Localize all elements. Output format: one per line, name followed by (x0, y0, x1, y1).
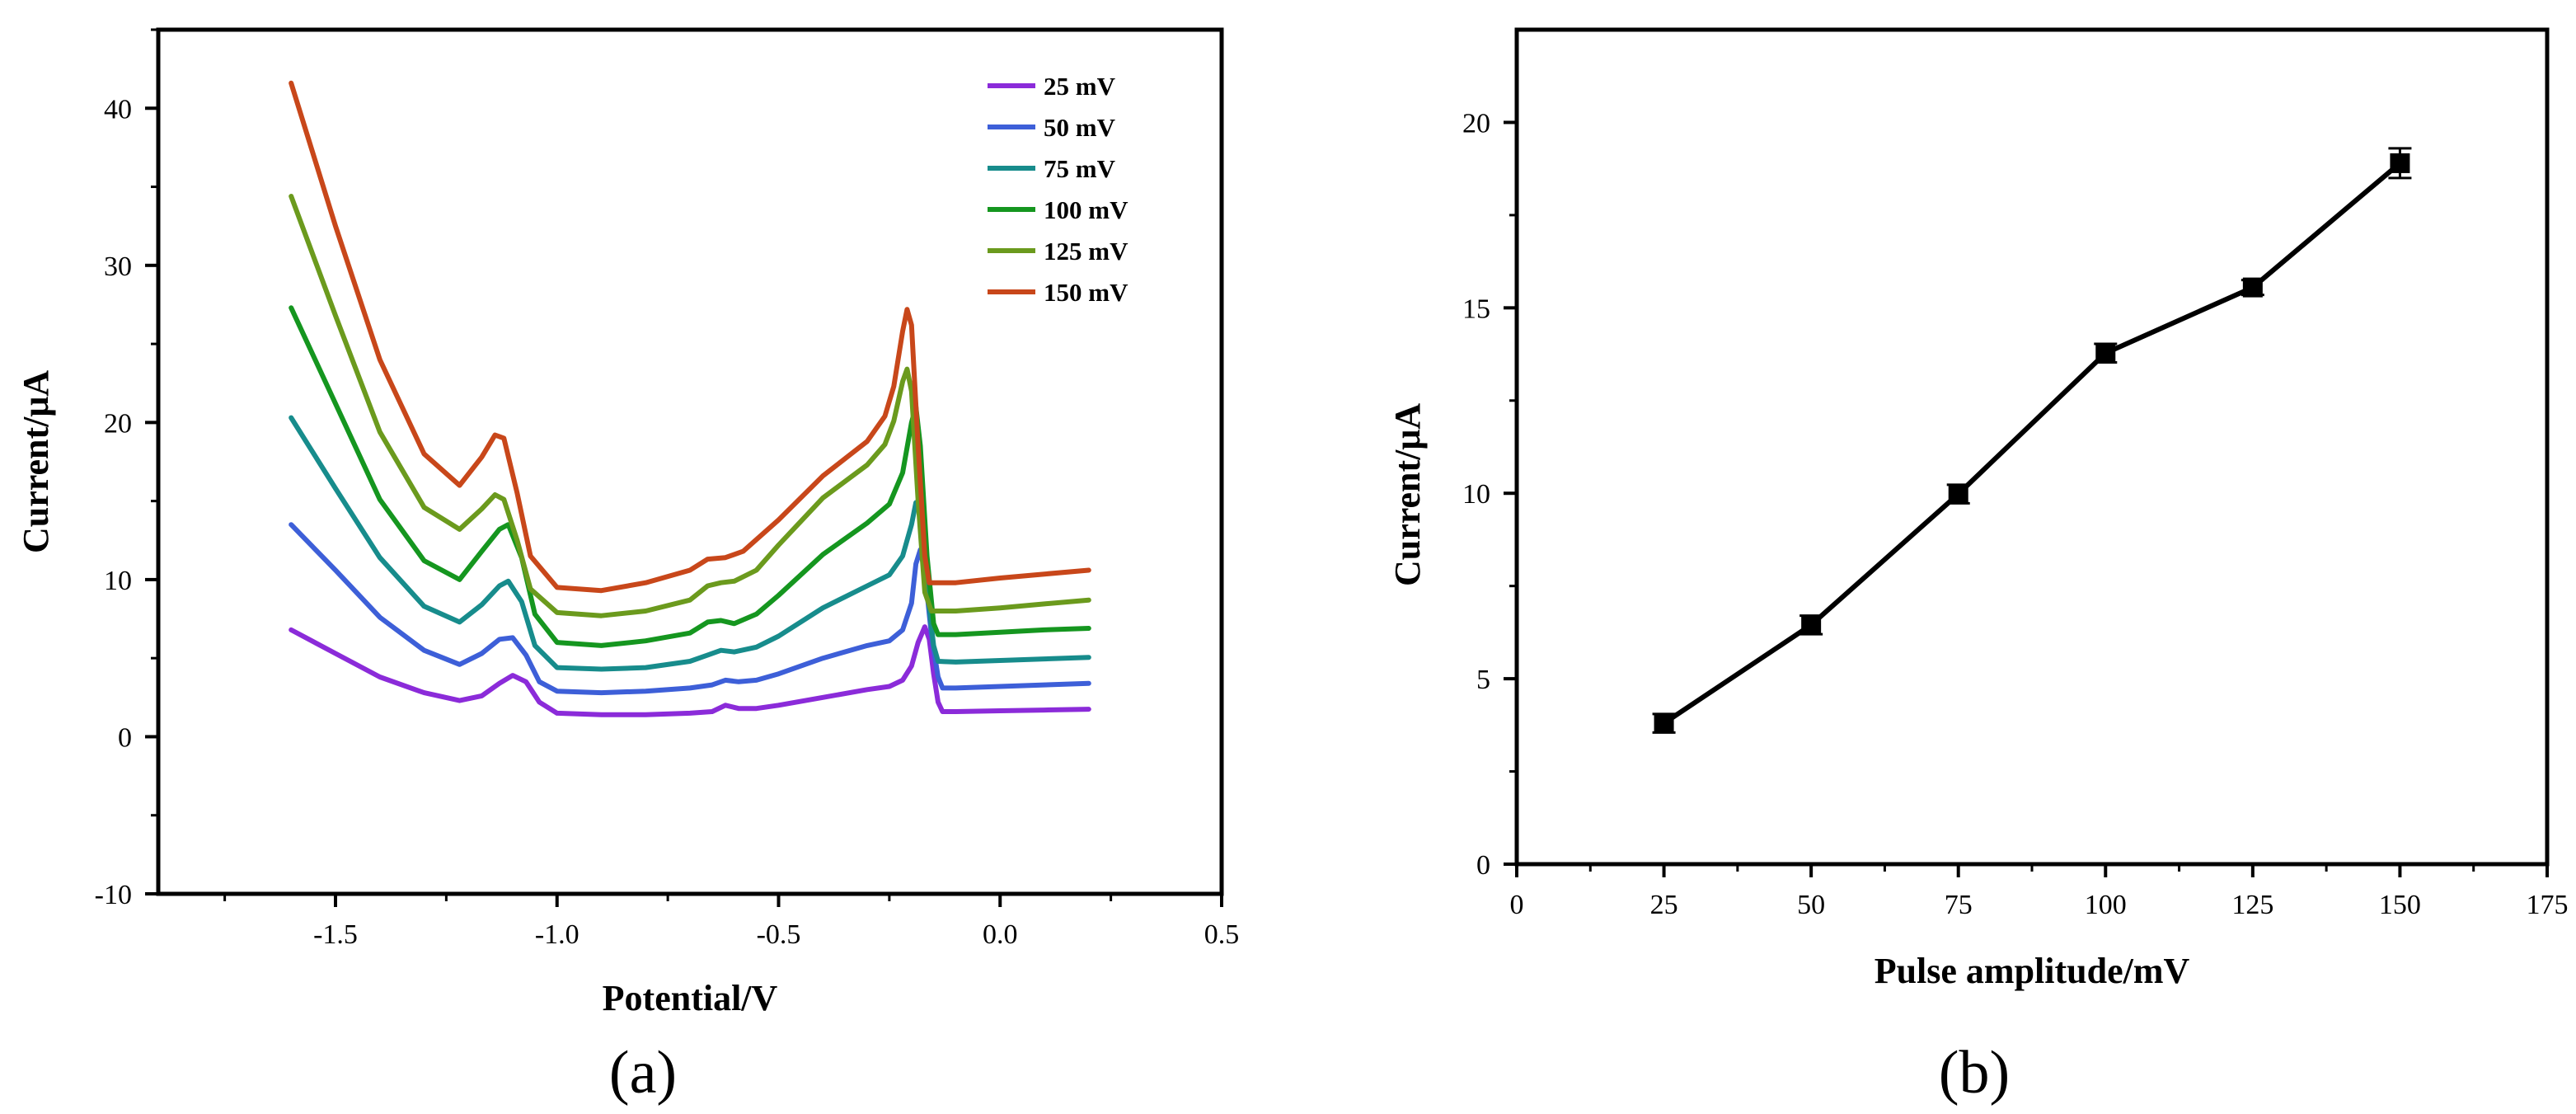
series-line-25-mv (289, 624, 1091, 717)
panel-a-y-tick-label: 40 (104, 94, 132, 125)
legend-label: 75 mV (1044, 154, 1116, 183)
legend-label: 100 mV (1044, 195, 1128, 224)
panel-a-x-tick-label: -0.5 (757, 919, 801, 950)
panel-a-y-tick-label: 0 (118, 722, 132, 753)
data-marker-square (1948, 484, 1968, 505)
panel-a-y-tick-label: 20 (104, 408, 132, 439)
panel-b-x-tick-label: 125 (2231, 890, 2273, 920)
panel-a-chart: -1.5 -1.0 -0.5 0.0 0.5 -10 0 10 20 30 40 25 mV 50 m… (16, 27, 1240, 1107)
data-marker-square (2390, 153, 2410, 173)
series-line-100-mv (289, 305, 1091, 648)
panel-a-series (289, 80, 1091, 717)
data-point (1652, 712, 1676, 734)
panel-a-ticks: -1.5 -1.0 -0.5 0.0 0.5 -10 0 10 20 30 40 (95, 28, 1240, 950)
panel-b-y-axis-title: Current/μA (1387, 403, 1428, 586)
panel-b-y-tick-label: 20 (1462, 108, 1490, 139)
panel-b-x-tick-label: 175 (2527, 890, 2569, 920)
panel-b-chart: 0 25 50 75 100 125 150 175 0 5 10 15 20 Pulse amplit… (1387, 27, 2569, 1107)
legend-item-25-mv: 25 mV (988, 72, 1116, 101)
data-marker-square (2242, 277, 2263, 298)
data-marker-square (1654, 713, 1674, 734)
panel-b-y-tick-label: 10 (1462, 479, 1490, 510)
legend-item-125-mv: 125 mV (988, 237, 1128, 266)
panel-b-x-tick-label: 50 (1797, 890, 1825, 920)
panel-b-x-tick-label: 75 (1945, 890, 1973, 920)
panel-a-x-tick-label: 0.5 (1204, 919, 1240, 950)
data-marker-square (2095, 343, 2116, 364)
data-point (2241, 277, 2264, 298)
series-line-peak-current (1662, 161, 2402, 726)
panel-a-x-axis-title: Potential/V (603, 978, 778, 1018)
data-point (2094, 342, 2118, 364)
panel-a-y-tick-label: 30 (104, 251, 132, 282)
legend-label: 50 mV (1044, 113, 1116, 142)
panel-a-frame (156, 27, 1224, 896)
legend-item-50-mv: 50 mV (988, 113, 1116, 142)
data-point (1946, 483, 1970, 505)
panel-a-x-tick-label: -1.0 (535, 919, 579, 950)
panel-b-y-tick-label: 0 (1476, 850, 1490, 881)
legend-label: 25 mV (1044, 72, 1116, 101)
panel-a-y-tick-label: 10 (104, 566, 132, 596)
data-marker-square (1801, 614, 1822, 635)
panel-b-label: (b) (1939, 1039, 2010, 1107)
panel-b-x-tick-label: 25 (1650, 890, 1678, 920)
legend-item-100-mv: 100 mV (988, 195, 1128, 224)
panel-a-y-axis-title: Current/μA (16, 370, 56, 553)
panel-b-x-tick-label: 150 (2379, 890, 2421, 920)
panel-a-y-tick-label: -10 (95, 880, 132, 910)
legend-label: 150 mV (1044, 278, 1128, 307)
legend-item-75-mv: 75 mV (988, 154, 1116, 183)
panel-b-y-tick-label: 15 (1462, 294, 1490, 324)
data-point (1799, 614, 1823, 636)
series-line-125-mv (289, 194, 1091, 618)
series-line-150-mv (289, 80, 1091, 594)
panel-b-y-tick-label: 5 (1476, 665, 1490, 695)
panel-b-ticks: 0 25 50 75 100 125 150 175 0 5 10 15 20 (1462, 108, 2569, 920)
panel-a-x-tick-label: 0.0 (983, 919, 1018, 950)
panel-a-x-tick-label: -1.5 (313, 919, 358, 950)
panel-b-x-axis-title: Pulse amplitude/mV (1875, 951, 2190, 991)
panel-b-series (1652, 147, 2412, 734)
panel-a-legend: 25 mV 50 mV 75 mV 100 mV 125 mV 150 mV (988, 72, 1128, 307)
panel-b-x-tick-label: 100 (2085, 890, 2127, 920)
panel-a-label: (a) (609, 1039, 677, 1107)
data-point (2388, 147, 2412, 180)
legend-item-150-mv: 150 mV (988, 278, 1128, 307)
legend-label: 125 mV (1044, 237, 1128, 266)
series-line-75-mv (289, 415, 1091, 672)
panel-b-x-tick-label: 0 (1510, 890, 1524, 920)
